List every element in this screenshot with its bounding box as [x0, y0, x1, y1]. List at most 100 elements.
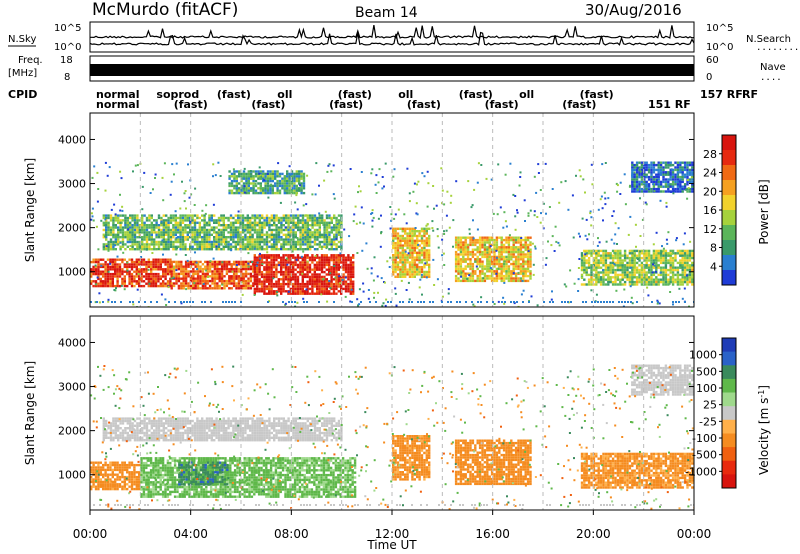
heatmap-cell [316, 292, 319, 295]
heatmap-cell [113, 289, 116, 291]
heatmap-cell [326, 170, 329, 173]
heatmap-cell [623, 259, 627, 262]
heatmap-cell [270, 219, 273, 222]
heatmap-cell [289, 245, 293, 248]
heatmap-cell [478, 258, 482, 261]
heatmap-cell [232, 279, 236, 283]
heatmap-cell [283, 184, 286, 188]
heatmap-cell [565, 285, 568, 288]
heatmap-cell [505, 225, 508, 228]
heatmap-cell [234, 221, 237, 224]
heatmap-cell [440, 167, 443, 170]
heatmap-cell [172, 260, 176, 264]
heatmap-cell [162, 238, 165, 241]
heatmap-cell [265, 236, 269, 239]
heatmap-cell [466, 262, 470, 266]
heatmap-cell [220, 228, 223, 232]
heatmap-cell [404, 232, 407, 235]
heatmap-cell [638, 161, 641, 164]
heatmap-cell [148, 248, 151, 251]
heatmap-cell [404, 270, 407, 274]
heatmap-cell [222, 221, 225, 224]
heatmap-cell [268, 236, 271, 239]
heatmap-cell [653, 190, 656, 193]
heatmap-cell [466, 279, 470, 283]
heatmap-cell [145, 277, 148, 281]
heatmap-cell [645, 185, 648, 188]
heatmap-cell [580, 254, 584, 257]
heatmap-cell [270, 243, 273, 246]
heatmap-cell [638, 271, 641, 274]
heatmap-cell [119, 170, 122, 173]
heatmap-cell [510, 258, 513, 261]
heatmap-cell [635, 266, 639, 269]
heatmap-cell [294, 292, 297, 295]
heatmap-cell [638, 171, 641, 174]
heatmap-cell [619, 181, 622, 184]
heatmap-cell [510, 250, 513, 254]
heatmap-cell [117, 228, 120, 232]
heatmap-cell [249, 216, 252, 220]
heatmap-cell [621, 271, 624, 274]
heatmap-cell [600, 195, 603, 198]
heatmap-cell [318, 258, 321, 262]
heatmap-cell [517, 277, 520, 280]
heatmap-cell [109, 238, 113, 241]
heatmap-cell [206, 279, 209, 283]
heatmap-cell [111, 275, 114, 278]
heatmap-cell [258, 231, 261, 234]
heatmap-cell [502, 296, 505, 299]
heatmap-cell [198, 240, 201, 244]
heatmap-cell [585, 259, 588, 262]
heatmap-cell [325, 236, 329, 239]
heatmap-cell [500, 246, 503, 249]
heatmap-cell [505, 255, 508, 259]
heatmap-cell [148, 238, 151, 241]
heatmap-cell [320, 266, 324, 269]
heatmap-cell [476, 181, 479, 184]
heatmap-cell [499, 206, 502, 209]
heatmap-cell [628, 249, 632, 253]
heatmap-cell [252, 189, 255, 192]
heatmap-cell [683, 264, 687, 267]
heatmap-cell [344, 295, 347, 298]
heatmap-cell [116, 268, 119, 271]
heatmap-cell [280, 256, 283, 259]
heatmap-cell [287, 266, 290, 269]
heatmap-cell [457, 253, 460, 256]
heatmap-cell [193, 214, 197, 217]
heatmap-cell [162, 284, 165, 288]
heatmap-cell [497, 267, 500, 270]
heatmap-cell [297, 240, 300, 244]
heatmap-cell [462, 258, 465, 261]
heatmap-cell [671, 268, 675, 272]
heatmap-cell [301, 224, 305, 227]
heatmap-cell [164, 272, 167, 276]
heatmap-cell [615, 289, 618, 292]
heatmap-cell [688, 161, 692, 164]
heatmap-cell [258, 268, 261, 271]
heatmap-cell [287, 231, 290, 234]
heatmap-cell [172, 248, 175, 251]
heatmap-cell [268, 228, 271, 232]
heatmap-cell [330, 273, 333, 276]
heatmap-cell [413, 261, 416, 264]
heatmap-cell [225, 228, 228, 232]
heatmap-cell [256, 287, 259, 291]
heatmap-cell [292, 238, 295, 241]
heatmap-cell [270, 224, 273, 227]
heatmap-cell [240, 267, 243, 271]
heatmap-cell [138, 224, 141, 227]
heatmap-cell [201, 287, 205, 290]
heatmap-cell [203, 243, 206, 246]
heatmap-cell [524, 267, 527, 271]
heatmap-cell [471, 204, 474, 207]
heatmap-cell [457, 248, 460, 251]
heatmap-cell [301, 216, 305, 220]
heatmap-cell [454, 241, 458, 244]
heatmap-cell [688, 254, 692, 257]
heatmap-cell [238, 189, 241, 192]
heatmap-cell [270, 268, 273, 271]
heatmap-cell [90, 272, 93, 276]
heatmap-cell [339, 252, 342, 255]
